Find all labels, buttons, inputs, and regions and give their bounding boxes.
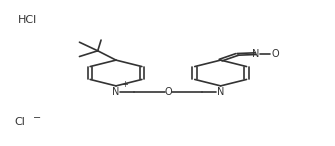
Text: HCl: HCl	[18, 15, 37, 25]
Text: −: −	[33, 113, 41, 123]
Text: N: N	[252, 49, 259, 59]
Text: N: N	[112, 87, 120, 97]
Text: +: +	[121, 80, 128, 89]
Text: Cl: Cl	[15, 117, 25, 127]
Text: O: O	[164, 87, 172, 97]
Text: N: N	[217, 87, 224, 97]
Text: O: O	[272, 49, 279, 59]
